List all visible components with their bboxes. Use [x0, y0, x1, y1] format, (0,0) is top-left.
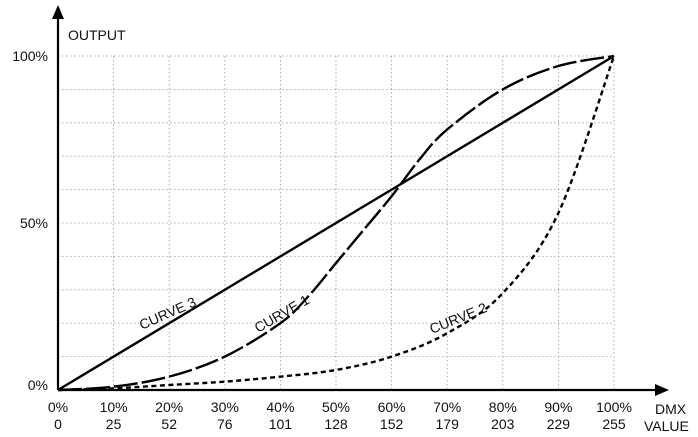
curve-2-label: CURVE 2 [427, 299, 489, 337]
x-tick-dmx-label: 128 [324, 416, 348, 432]
x-axis-title-line-1: DMX [655, 401, 687, 417]
curve-3-label: CURVE 3 [137, 293, 199, 332]
x-tick-percent-label: 10% [100, 399, 128, 415]
x-axis-arrow-icon [655, 384, 669, 396]
curve-label-layer: CURVE 3 CURVE 1 CURVE 2 [137, 291, 490, 336]
x-tick-dmx-label: 229 [547, 416, 571, 432]
axis-layer [52, 5, 669, 396]
x-tick-percent-label: 40% [266, 399, 294, 415]
x-tick-percent-label: 70% [433, 399, 461, 415]
series-line-curve-3 [57, 54, 615, 392]
x-tick-percent-label: 30% [211, 399, 239, 415]
y-axis-title: OUTPUT [68, 27, 126, 43]
x-tick-dmx-label: 101 [269, 416, 293, 432]
x-axis-title-line-2: VALUE [644, 418, 689, 434]
x-tick-dmx-label: 179 [436, 416, 460, 432]
x-tick-percent-label: 80% [489, 399, 517, 415]
x-tick-dmx-label: 76 [217, 416, 233, 432]
y-tick-label: 100% [12, 48, 48, 64]
x-tick-dmx-label: 152 [380, 416, 404, 432]
tick-layer: 0%010%2520%5230%7640%10150%12860%15270%1… [12, 48, 632, 432]
curve-layer [57, 54, 616, 392]
x-tick-percent-label: 90% [544, 399, 572, 415]
label-layer: OUTPUT DMX VALUE [68, 27, 689, 434]
x-tick-dmx-label: 25 [106, 416, 122, 432]
x-tick-dmx-label: 255 [602, 416, 626, 432]
curve-1-label: CURVE 1 [252, 291, 313, 335]
y-tick-label: 0% [28, 377, 48, 393]
y-tick-label: 50% [20, 215, 48, 231]
x-tick-dmx-label: 203 [491, 416, 515, 432]
x-tick-dmx-label: 52 [161, 416, 177, 432]
x-tick-percent-label: 100% [596, 399, 632, 415]
x-tick-percent-label: 60% [378, 399, 406, 415]
x-tick-percent-label: 0% [48, 399, 68, 415]
series-line-curve-1 [57, 54, 615, 392]
y-axis-arrow-icon [52, 5, 64, 19]
x-tick-percent-label: 20% [155, 399, 183, 415]
grid-layer [58, 55, 615, 390]
x-tick-percent-label: 50% [322, 399, 350, 415]
series-line-curve-2 [57, 55, 616, 392]
x-tick-dmx-label: 0 [54, 416, 62, 432]
